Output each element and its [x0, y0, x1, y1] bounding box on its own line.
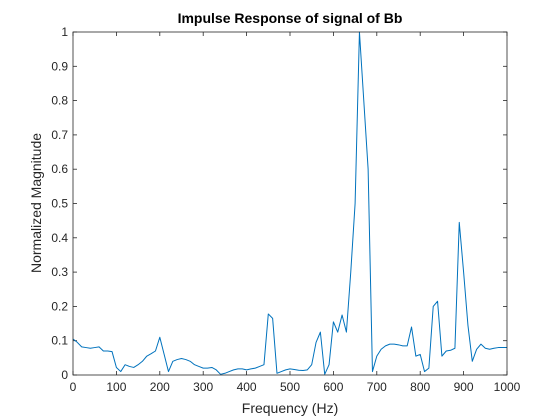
series-layer: [72, 31, 507, 375]
axes-box: [72, 31, 508, 376]
x-tick-label: 500: [280, 380, 300, 394]
x-tick-label: 1000: [494, 380, 521, 394]
chart-title: Impulse Response of signal of Bb: [178, 10, 403, 26]
y-tick-label: 0.5: [51, 197, 68, 211]
x-tick-label: 900: [454, 380, 474, 394]
x-axis-label: Frequency (Hz): [242, 400, 338, 416]
y-tick-label: 0.1: [51, 334, 68, 348]
y-tick-label: 0.4: [51, 231, 68, 245]
x-tick-label: 100: [106, 380, 126, 394]
x-tick-label: 800: [410, 380, 430, 394]
x-tick-label: 600: [323, 380, 343, 394]
x-tick-label: 0: [70, 380, 77, 394]
x-tick-label: 200: [150, 380, 170, 394]
y-tick-label: 0.7: [51, 128, 68, 142]
x-tick-label: 300: [193, 380, 213, 394]
series-line: [72, 31, 507, 375]
y-tick-label: 0.8: [51, 94, 68, 108]
y-tick-label: 0.2: [51, 299, 68, 313]
x-tick-label: 400: [237, 380, 257, 394]
y-tick-label: 0: [61, 368, 68, 382]
x-tick-label: 700: [367, 380, 387, 394]
y-tick-label: 0.6: [51, 162, 68, 176]
y-tick-label: 0.3: [51, 265, 68, 279]
y-axis-label: Normalized Magnitude: [28, 133, 44, 273]
plot-area-background: [73, 32, 507, 375]
y-tick-label: 1: [61, 25, 68, 39]
ticks-layer: 0 100 200 300 400 500 600 700 800 900 1000 0 0.1 0.2 0…: [51, 25, 520, 394]
y-tick-label: 0.9: [51, 59, 68, 73]
